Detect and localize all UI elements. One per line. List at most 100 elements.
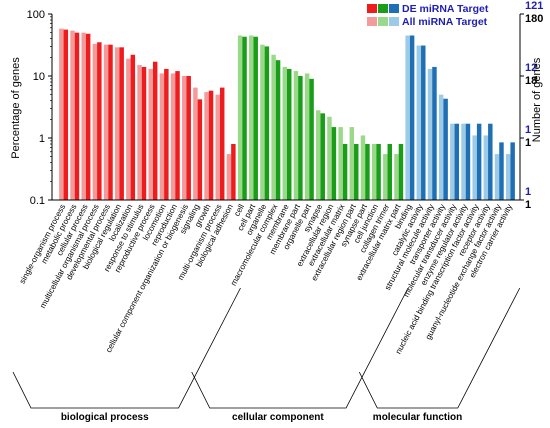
bar-de-miRNA-target bbox=[85, 33, 91, 200]
bar-de-miRNA-target bbox=[208, 90, 214, 200]
left-tick-label: 10 bbox=[33, 71, 45, 83]
bar-de-miRNA-target bbox=[432, 66, 437, 200]
bar-de-miRNA-target bbox=[219, 87, 225, 200]
bar-all-miRNA-target bbox=[92, 43, 98, 200]
bar-de-miRNA-target bbox=[275, 60, 281, 201]
bar-all-miRNA-target bbox=[271, 54, 276, 201]
right-tick-label: 18 bbox=[525, 75, 537, 87]
bar-de-miRNA-target bbox=[309, 78, 314, 200]
bar-de-miRNA-target bbox=[63, 29, 69, 201]
right-tick-label: 121 bbox=[525, 0, 543, 12]
bar-all-miRNA-target bbox=[494, 154, 500, 200]
bar-de-miRNA-target bbox=[141, 66, 147, 200]
bar-de-miRNA-target bbox=[186, 76, 191, 200]
bar-de-miRNA-target bbox=[264, 46, 270, 200]
legend-swatch bbox=[389, 17, 399, 26]
legend-label: All miRNA Target bbox=[402, 16, 488, 28]
bar-de-miRNA-target bbox=[398, 144, 404, 200]
bar-all-miRNA-target bbox=[204, 92, 209, 200]
bar-all-miRNA-target bbox=[461, 123, 466, 200]
group-brackets: biological process cellular component mole… bbox=[12, 287, 521, 423]
bar-all-miRNA-target bbox=[260, 44, 265, 201]
group-bracket bbox=[12, 287, 241, 409]
bar-all-miRNA-target bbox=[159, 73, 165, 200]
bar-all-miRNA-target bbox=[383, 154, 388, 200]
left-tick-label: 0.1 bbox=[30, 195, 45, 207]
bar-all-miRNA-target bbox=[505, 154, 511, 200]
bar-all-miRNA-target bbox=[293, 71, 299, 200]
left-tick-label: 1 bbox=[39, 133, 45, 145]
group-label: biological process bbox=[61, 412, 149, 423]
bar-all-miRNA-target bbox=[282, 66, 287, 200]
bars-layer bbox=[59, 28, 515, 201]
bar-de-miRNA-target bbox=[320, 113, 325, 200]
bar-all-miRNA-target bbox=[148, 68, 153, 200]
bar-all-miRNA-target bbox=[316, 110, 321, 200]
bar-de-miRNA-target bbox=[287, 68, 292, 200]
bar-de-miRNA-target bbox=[298, 76, 303, 200]
bar-de-miRNA-target bbox=[242, 36, 247, 200]
bar-de-miRNA-target bbox=[387, 144, 393, 200]
legend-label: DE miRNA Target bbox=[402, 3, 489, 15]
bar-all-miRNA-target bbox=[327, 116, 332, 200]
bar-de-miRNA-target bbox=[253, 36, 258, 200]
bar-de-miRNA-target bbox=[499, 142, 504, 200]
left-tick-labels: 100 10 1 0.1 bbox=[27, 9, 45, 207]
bar-de-miRNA-target bbox=[421, 45, 426, 200]
right-tick-label: 1 bbox=[525, 186, 531, 198]
bar-all-miRNA-target bbox=[59, 28, 64, 200]
group-bracket bbox=[191, 287, 409, 409]
bar-all-miRNA-target bbox=[349, 127, 355, 200]
bar-de-miRNA-target bbox=[376, 144, 381, 200]
bar-all-miRNA-target bbox=[126, 58, 131, 200]
bar-all-miRNA-target bbox=[249, 35, 254, 200]
bar-all-miRNA-target bbox=[304, 73, 310, 200]
group-bracket bbox=[358, 287, 521, 409]
bar-de-miRNA-target bbox=[97, 42, 102, 201]
bar-de-miRNA-target bbox=[342, 144, 348, 200]
bar-all-miRNA-target bbox=[103, 44, 109, 201]
bar-all-miRNA-target bbox=[81, 32, 86, 200]
bar-all-miRNA-target bbox=[394, 154, 399, 200]
bar-de-miRNA-target bbox=[510, 142, 515, 200]
right-tick-label: 1 bbox=[525, 137, 531, 149]
bar-de-miRNA-target bbox=[74, 32, 80, 200]
bar-all-miRNA-target bbox=[438, 94, 444, 200]
bar-de-miRNA-target bbox=[443, 98, 448, 200]
group-label: molecular function bbox=[373, 412, 462, 423]
axes-layer bbox=[48, 13, 524, 201]
bar-all-miRNA-target bbox=[181, 76, 187, 200]
bar-all-miRNA-target bbox=[193, 87, 198, 200]
bar-de-miRNA-target bbox=[465, 123, 471, 200]
bar-de-miRNA-target bbox=[175, 71, 180, 200]
bar-de-miRNA-target bbox=[454, 123, 460, 200]
bar-de-miRNA-target bbox=[354, 144, 359, 200]
bar-de-miRNA-target bbox=[409, 35, 415, 200]
bar-de-miRNA-target bbox=[119, 47, 124, 200]
bar-all-miRNA-target bbox=[137, 65, 142, 201]
bar-de-miRNA-target bbox=[164, 68, 169, 200]
bar-all-miRNA-target bbox=[114, 47, 120, 200]
bar-all-miRNA-target bbox=[427, 68, 433, 200]
bar-all-miRNA-target bbox=[371, 144, 377, 200]
legend-swatch bbox=[378, 17, 388, 26]
bar-all-miRNA-target bbox=[338, 127, 343, 200]
left-axis-label: Percentage of genes bbox=[10, 57, 22, 159]
legend-swatch bbox=[367, 4, 377, 13]
right-tick-label: 12 bbox=[525, 62, 537, 74]
bar-all-miRNA-target bbox=[450, 123, 455, 200]
bar-de-miRNA-target bbox=[476, 123, 482, 200]
right-tick-label: 180 bbox=[525, 13, 543, 25]
right-tick-label: 1 bbox=[525, 124, 531, 136]
bar-de-miRNA-target bbox=[488, 123, 493, 200]
legend-swatch bbox=[389, 4, 399, 13]
bar-de-miRNA-target bbox=[365, 144, 370, 200]
bar-de-miRNA-target bbox=[197, 99, 203, 200]
bar-de-miRNA-target bbox=[331, 127, 337, 200]
bar-all-miRNA-target bbox=[472, 135, 477, 200]
bar-all-miRNA-target bbox=[237, 35, 243, 200]
legend-swatch bbox=[378, 4, 388, 13]
bar-all-miRNA-target bbox=[226, 154, 232, 200]
